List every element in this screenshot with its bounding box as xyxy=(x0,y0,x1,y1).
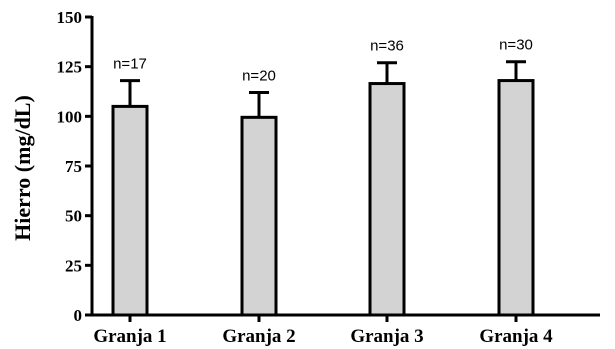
x-tick-label: Granja 4 xyxy=(479,326,553,347)
x-axis: Granja 1 Granja 2 Granja 3 Granja 4 xyxy=(91,313,600,347)
y-axis: 0 25 50 75 100 125 150 xyxy=(57,8,94,325)
bars-group: n=17 n=20 n=36 n=30 xyxy=(111,37,535,317)
x-tick-label: Granja 2 xyxy=(222,326,295,347)
x-tick-label: Granja 1 xyxy=(93,326,166,347)
y-tick-label: 0 xyxy=(74,306,83,325)
sample-size-label: n=20 xyxy=(242,67,276,84)
sample-size-label: n=30 xyxy=(499,37,533,54)
sample-size-label: n=36 xyxy=(370,38,404,55)
sample-size-label: n=17 xyxy=(113,56,147,73)
bar xyxy=(368,82,406,317)
y-tick-label: 50 xyxy=(65,207,82,226)
bar xyxy=(111,104,149,317)
bar xyxy=(240,115,278,317)
bar xyxy=(497,79,535,317)
y-tick-label: 150 xyxy=(57,8,83,27)
y-axis-label: Hierro (mg/dL) xyxy=(10,95,35,241)
x-tick-label: Granja 3 xyxy=(350,326,423,347)
y-tick-label: 100 xyxy=(57,107,83,126)
y-tick-label: 125 xyxy=(57,58,83,77)
y-tick-label: 75 xyxy=(65,157,82,176)
y-tick-label: 25 xyxy=(65,256,82,275)
